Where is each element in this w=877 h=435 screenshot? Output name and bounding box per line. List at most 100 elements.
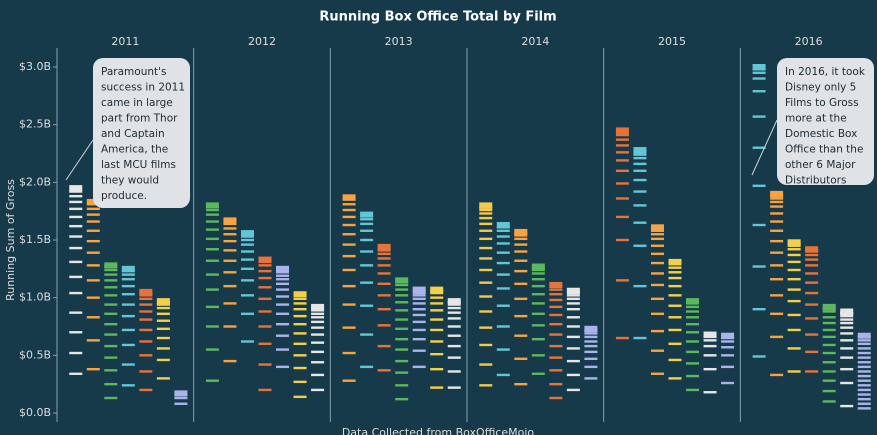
film-tick [223, 222, 237, 226]
film-tick [566, 359, 580, 363]
chart-title: Running Box Office Total by Film [319, 10, 556, 25]
film-tick [377, 324, 391, 327]
film-tick [258, 388, 272, 392]
film-tick [293, 308, 307, 311]
film-tick [584, 325, 598, 332]
film-tick [822, 400, 836, 403]
film-tick [139, 303, 153, 306]
film-tick [121, 265, 135, 272]
film-tick [479, 208, 493, 212]
film-tick [395, 359, 409, 363]
film-tick [479, 237, 493, 241]
film-tick [360, 333, 374, 336]
film-tick [258, 363, 272, 366]
film-tick [86, 316, 100, 319]
film-tick [121, 273, 135, 276]
film-tick [205, 379, 219, 382]
film-tick [360, 281, 374, 284]
film-tick [276, 303, 290, 306]
film-tick [752, 265, 766, 268]
film-tick [104, 396, 118, 400]
film-tick [412, 308, 426, 311]
film-tick [752, 355, 766, 358]
film-tick [857, 384, 871, 387]
film-tick [496, 373, 510, 377]
film-tick [531, 272, 545, 275]
film-tick [650, 224, 664, 231]
film-tick [752, 223, 766, 227]
film-tick [205, 305, 219, 309]
film-tick [156, 306, 170, 310]
film-tick [514, 334, 528, 337]
film-tick [156, 347, 170, 350]
annotation-text: produce. [101, 190, 147, 202]
film-tick [668, 276, 682, 280]
film-tick [633, 162, 647, 166]
film-tick [752, 146, 766, 149]
film-tick [156, 377, 170, 380]
film-tick [496, 229, 510, 232]
film-tick [549, 298, 563, 302]
film-tick [686, 340, 700, 343]
film-tick [787, 299, 801, 303]
film-tick [479, 343, 493, 347]
film-tick [857, 332, 871, 339]
film-tick [549, 281, 563, 288]
film-tick [840, 318, 854, 321]
film-tick [752, 90, 766, 93]
film-tick [276, 365, 290, 369]
film-tick [650, 252, 664, 256]
film-tick [633, 147, 647, 154]
film-tick [205, 220, 219, 223]
film-tick [615, 133, 629, 137]
film-tick [770, 229, 784, 232]
film-tick [857, 342, 871, 345]
film-tick [447, 317, 461, 320]
film-tick [311, 388, 325, 392]
film-tick [496, 242, 510, 245]
film-tick [258, 286, 272, 289]
film-tick [840, 347, 854, 350]
film-tick [857, 356, 871, 359]
film-tick [721, 340, 735, 343]
film-tick [342, 284, 356, 288]
film-tick [395, 288, 409, 291]
film-tick [686, 388, 700, 392]
film-tick [633, 284, 647, 288]
film-tick [156, 327, 170, 331]
film-tick [787, 288, 801, 291]
film-tick [566, 308, 580, 311]
film-tick [752, 308, 766, 311]
film-tick [584, 340, 598, 343]
film-tick [276, 265, 290, 272]
film-tick [531, 263, 545, 270]
film-tick [447, 311, 461, 314]
film-tick [822, 310, 836, 313]
film-tick [840, 308, 854, 315]
film-tick [770, 335, 784, 339]
film-tick [342, 194, 356, 201]
annotation-text: Films to Gross [785, 97, 859, 109]
film-tick [69, 224, 83, 228]
film-tick [342, 208, 356, 212]
film-tick [514, 234, 528, 237]
film-tick [156, 358, 170, 362]
film-tick [857, 370, 871, 373]
film-tick [703, 367, 717, 371]
film-tick [770, 205, 784, 208]
film-tick [223, 233, 237, 236]
film-tick [69, 215, 83, 219]
film-tick [531, 293, 545, 296]
y-tick-label: $1.0B [19, 291, 51, 304]
film-tick [857, 402, 871, 405]
film-tick [293, 342, 307, 345]
film-tick [566, 302, 580, 305]
film-tick [258, 264, 272, 267]
film-tick [531, 372, 545, 375]
film-tick [412, 349, 426, 352]
film-tick [104, 344, 118, 348]
film-tick [668, 271, 682, 274]
film-tick [822, 335, 836, 339]
annotation-text: Office than the [785, 144, 863, 156]
